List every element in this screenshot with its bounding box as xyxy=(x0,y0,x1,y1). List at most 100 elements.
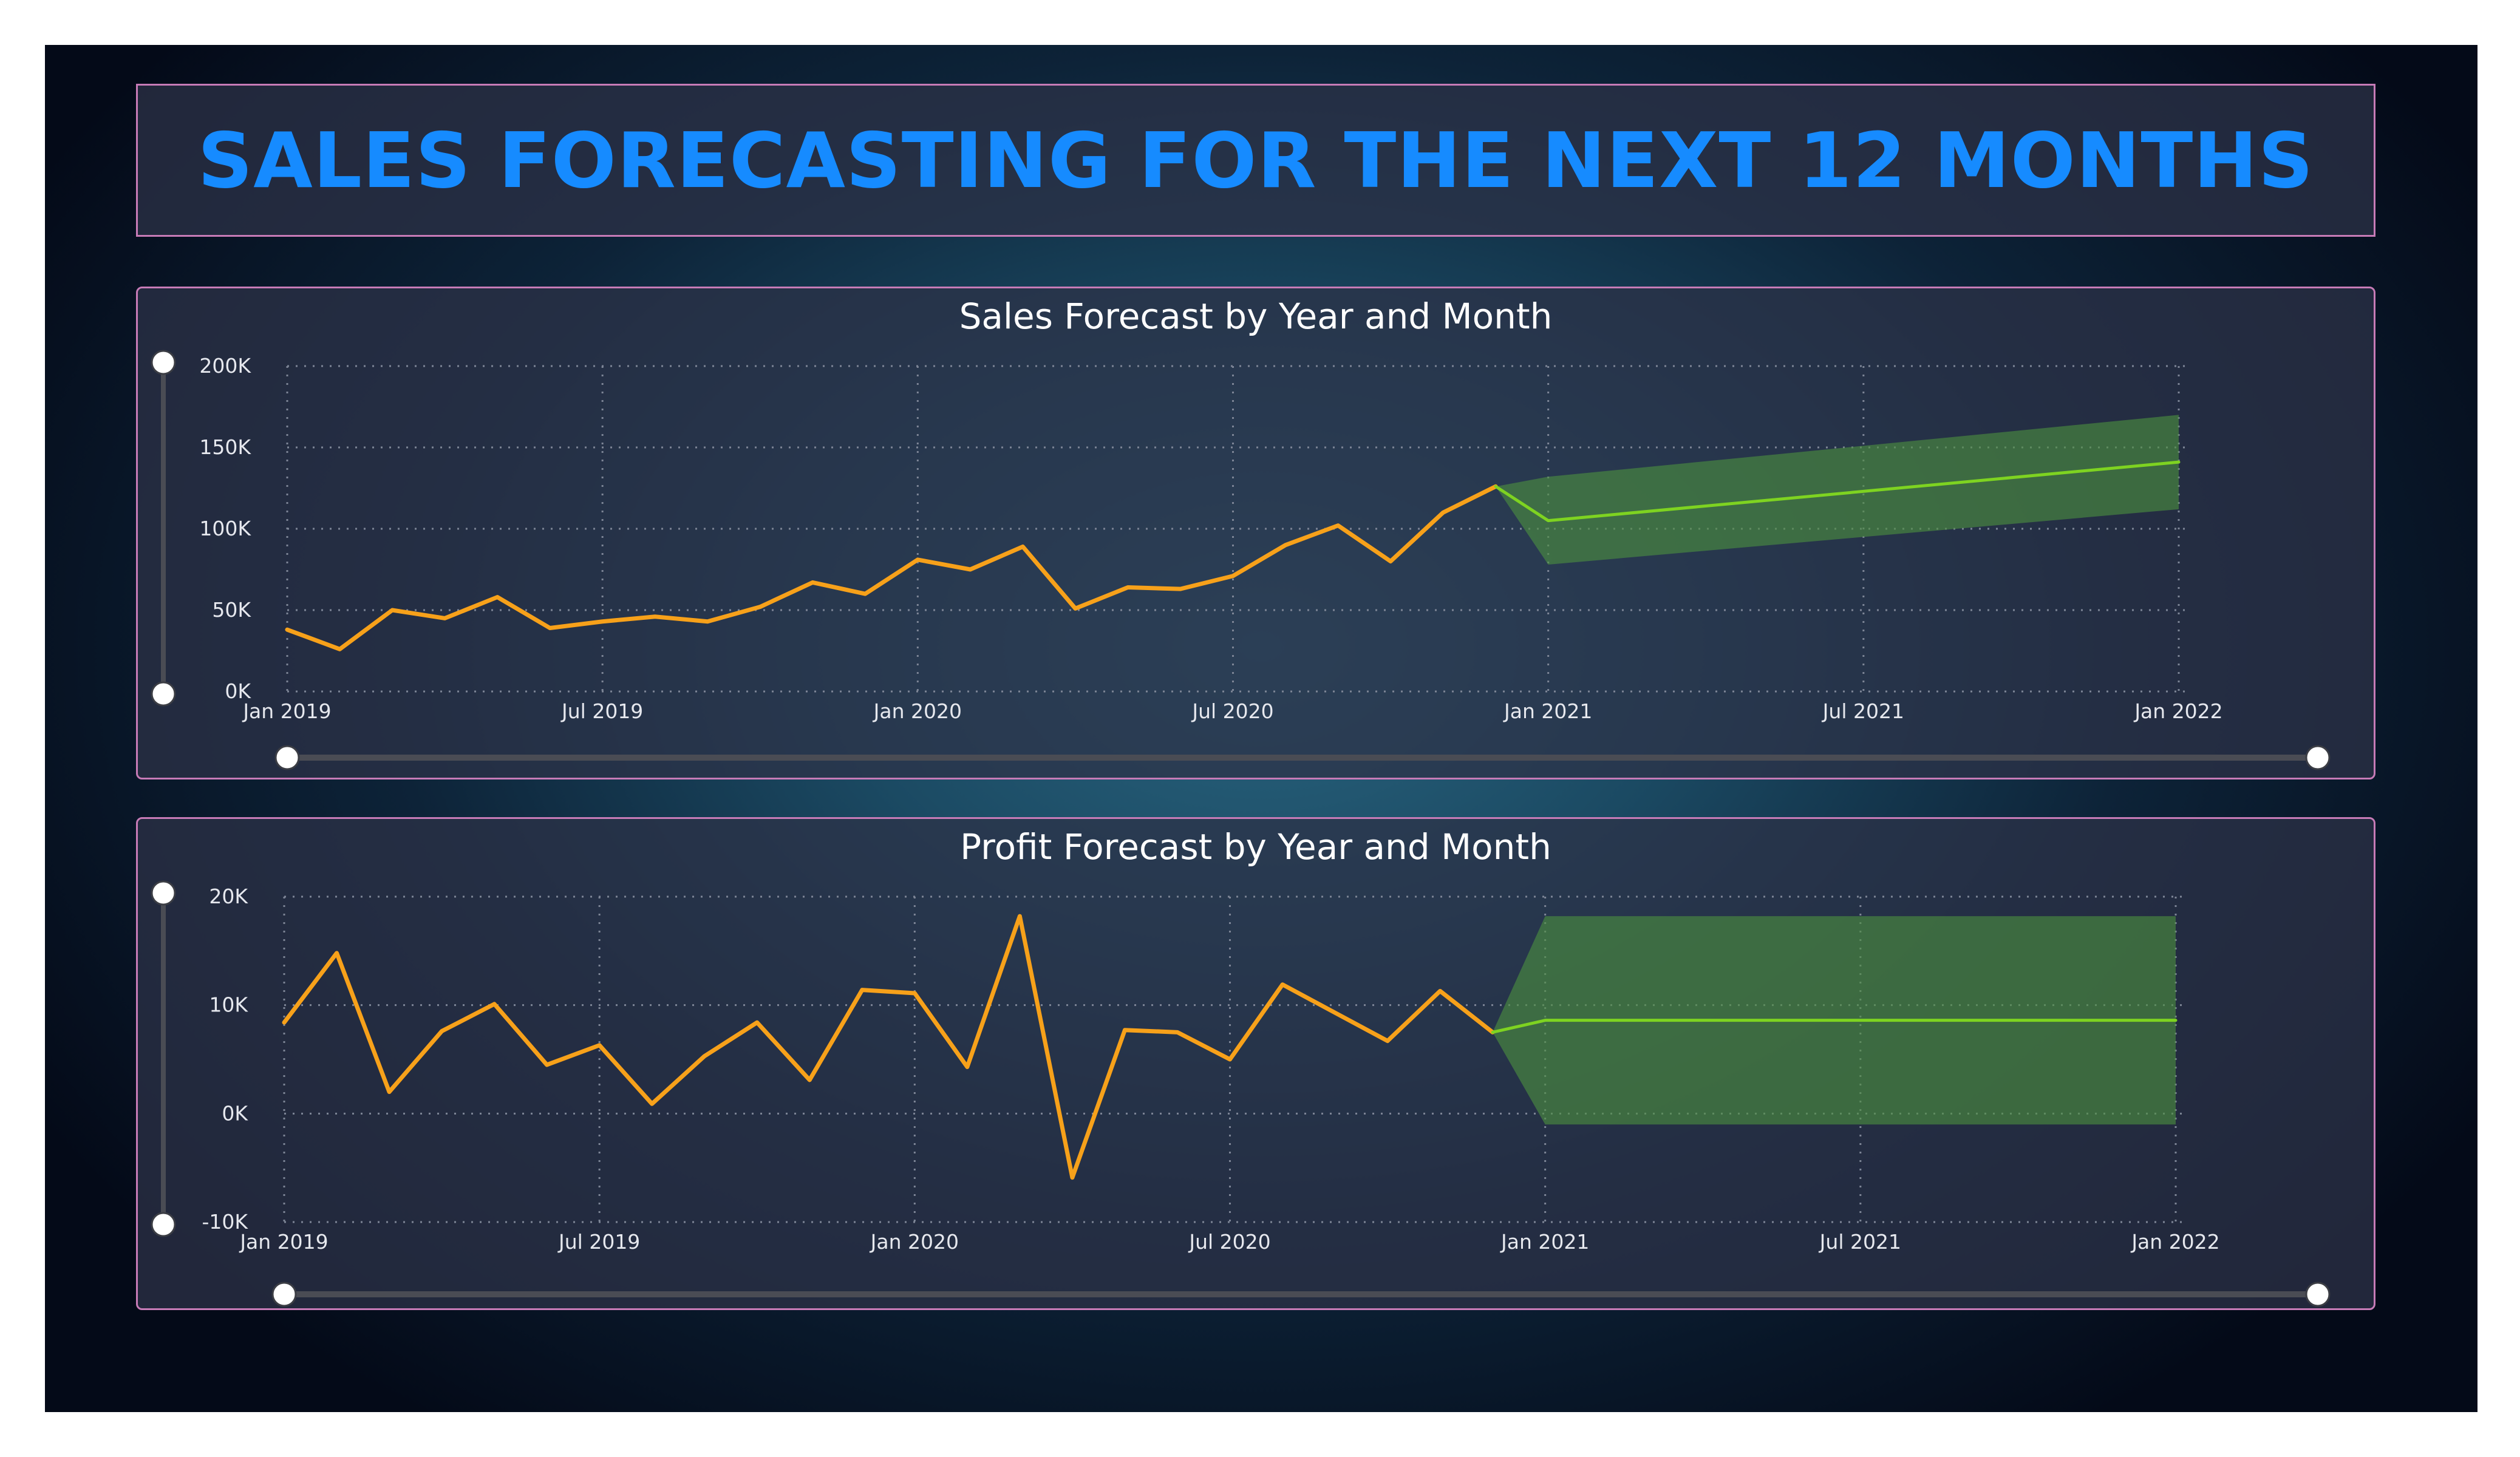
x-tick-label: Jul 2019 xyxy=(560,699,643,723)
actual-data-point[interactable] xyxy=(962,1062,973,1073)
forecast-series-line xyxy=(1494,460,2181,523)
actual-data-point[interactable] xyxy=(1070,603,1081,614)
forecast-data-point[interactable] xyxy=(2170,1015,2181,1026)
actual-data-point[interactable] xyxy=(965,564,976,575)
x-tick-label: Jan 2020 xyxy=(873,699,962,723)
forecast-data-point[interactable] xyxy=(1490,481,1501,492)
actual-data-point[interactable] xyxy=(282,624,293,635)
actual-data-point[interactable] xyxy=(489,999,500,1010)
forecast-data-point[interactable] xyxy=(1543,515,1554,526)
x-zoom-slider-track[interactable] xyxy=(284,1291,2318,1297)
x-tick-label: Jan 2021 xyxy=(1503,699,1592,723)
actual-data-point[interactable] xyxy=(1228,571,1239,582)
actual-data-point[interactable] xyxy=(387,605,398,616)
y-tick-label: 0K xyxy=(222,1101,248,1125)
actual-data-point[interactable] xyxy=(1438,507,1449,518)
y-tick-label: 0K xyxy=(225,679,251,703)
actual-data-point[interactable] xyxy=(755,602,766,613)
actual-data-point[interactable] xyxy=(594,1040,605,1051)
sales-chart-title: Sales Forecast by Year and Month xyxy=(959,296,1553,337)
actual-data-point[interactable] xyxy=(1385,556,1396,567)
actual-data-point[interactable] xyxy=(542,1059,553,1070)
actual-data-point[interactable] xyxy=(437,1026,448,1037)
forecast-data-point[interactable] xyxy=(2173,457,2184,467)
x-zoom-slider-track[interactable] xyxy=(287,755,2318,761)
actual-data-point[interactable] xyxy=(492,592,503,603)
x-zoom-slider-start-handle[interactable] xyxy=(274,745,300,770)
x-tick-label: Jul 2021 xyxy=(1822,699,1904,723)
profit-chart-plot[interactable]: -10K 0K 10K 20K Jan 2019 Jul 2019 Jan 2020 Jul … xyxy=(138,819,2377,1312)
x-tick-label: Jan 2019 xyxy=(239,1230,328,1254)
x-tick-label: Jul 2020 xyxy=(1188,1230,1270,1254)
x-zoom-slider-end-handle[interactable] xyxy=(2305,745,2331,770)
actual-data-point[interactable] xyxy=(804,1075,815,1085)
y-tick-label: 50K xyxy=(212,598,251,622)
actual-data-point[interactable] xyxy=(384,1087,395,1098)
actual-data-point[interactable] xyxy=(1382,1036,1393,1047)
actual-data-point[interactable] xyxy=(1172,1027,1183,1038)
profit-forecast-chart[interactable]: Profit Forecast by Year and Month -10K 0K… xyxy=(136,817,2375,1310)
y-zoom-slider-top-handle[interactable] xyxy=(151,350,176,375)
profit-chart-title: Profit Forecast by Year and Month xyxy=(960,826,1551,868)
sales-chart-plot[interactable]: 0K 50K 100K 150K 200K Jan 2019 Jul 2019 Jan 202… xyxy=(138,288,2377,781)
x-tick-label: Jan 2020 xyxy=(870,1230,959,1254)
forecast-series-line xyxy=(1491,1019,2178,1034)
actual-series-line xyxy=(282,914,1495,1180)
y-zoom-slider-top-handle[interactable] xyxy=(151,880,176,906)
forecast-confidence-band xyxy=(1496,415,2179,565)
actual-data-point[interactable] xyxy=(1280,540,1291,551)
actual-data-point[interactable] xyxy=(647,1098,658,1109)
actual-data-point[interactable] xyxy=(650,611,661,622)
actual-data-point[interactable] xyxy=(1017,541,1028,552)
x-zoom-slider-start-handle[interactable] xyxy=(271,1282,297,1307)
title-banner: SALES FORECASTING FOR THE NEXT 12 MONTHS xyxy=(136,84,2375,237)
forecast-data-point[interactable] xyxy=(1487,1027,1498,1038)
actual-data-point[interactable] xyxy=(1014,911,1025,922)
x-tick-label: Jan 2022 xyxy=(2133,699,2222,723)
y-tick-label: -10K xyxy=(202,1210,248,1234)
forecast-data-point[interactable] xyxy=(1540,1015,1551,1026)
actual-data-point[interactable] xyxy=(1175,583,1186,594)
actual-data-point[interactable] xyxy=(440,613,451,623)
x-tick-label: Jan 2021 xyxy=(1500,1230,1589,1254)
actual-data-point[interactable] xyxy=(1119,1025,1130,1036)
x-tick-label: Jan 2019 xyxy=(242,699,331,723)
y-zoom-slider-bottom-handle[interactable] xyxy=(151,1212,176,1237)
actual-data-point[interactable] xyxy=(279,1017,290,1028)
y-tick-label: 150K xyxy=(199,435,251,459)
x-tick-label: Jul 2020 xyxy=(1191,699,1273,723)
y-tick-label: 20K xyxy=(209,885,248,908)
y-tick-label: 100K xyxy=(199,517,251,540)
actual-data-point[interactable] xyxy=(545,622,556,633)
actual-data-point[interactable] xyxy=(1067,1172,1078,1183)
x-zoom-slider-end-handle[interactable] xyxy=(2305,1282,2331,1307)
actual-data-point[interactable] xyxy=(1330,1007,1341,1018)
actual-data-point[interactable] xyxy=(1277,979,1288,990)
actual-data-point[interactable] xyxy=(335,644,346,654)
y-zoom-slider-track[interactable] xyxy=(161,893,166,1224)
x-tick-label: Jul 2019 xyxy=(557,1230,640,1254)
actual-data-point[interactable] xyxy=(1333,520,1344,531)
y-tick-label: 10K xyxy=(209,993,248,1017)
actual-data-point[interactable] xyxy=(860,588,871,599)
actual-data-point[interactable] xyxy=(699,1051,710,1062)
actual-data-point[interactable] xyxy=(1122,582,1133,593)
actual-data-point[interactable] xyxy=(702,616,713,627)
x-tick-label: Jul 2021 xyxy=(1819,1230,1901,1254)
actual-data-point[interactable] xyxy=(597,616,608,627)
page-title: SALES FORECASTING FOR THE NEXT 12 MONTHS xyxy=(197,115,2314,205)
actual-data-point[interactable] xyxy=(857,985,868,996)
report-canvas: SALES FORECASTING FOR THE NEXT 12 MONTHS… xyxy=(45,45,2477,1412)
actual-data-point[interactable] xyxy=(1435,985,1446,996)
y-zoom-slider-track[interactable] xyxy=(161,362,166,694)
y-tick-label: 200K xyxy=(199,354,251,378)
actual-data-point[interactable] xyxy=(332,948,342,959)
actual-data-point[interactable] xyxy=(912,554,923,565)
y-zoom-slider-bottom-handle[interactable] xyxy=(151,681,176,707)
sales-forecast-chart[interactable]: Sales Forecast by Year and Month 0K 50K 10… xyxy=(136,287,2375,779)
actual-data-point[interactable] xyxy=(807,577,818,588)
actual-data-point[interactable] xyxy=(752,1017,763,1028)
actual-data-point[interactable] xyxy=(1225,1054,1236,1065)
actual-data-point[interactable] xyxy=(909,988,920,999)
x-tick-label: Jan 2022 xyxy=(2130,1230,2219,1254)
